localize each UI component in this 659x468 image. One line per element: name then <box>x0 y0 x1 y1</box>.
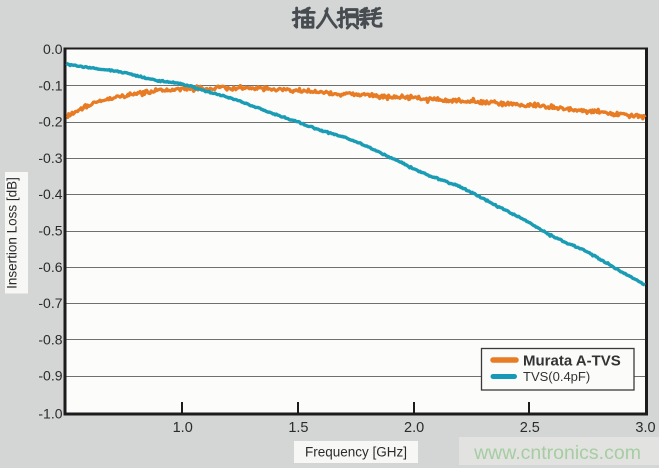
svg-text:TVS(0.4pF): TVS(0.4pF) <box>523 369 590 384</box>
svg-text:-1.0: -1.0 <box>38 406 62 422</box>
svg-text:2.0: 2.0 <box>404 420 424 436</box>
svg-text:-0.4: -0.4 <box>38 186 62 202</box>
svg-text:-0.9: -0.9 <box>38 368 62 384</box>
svg-text:1.5: 1.5 <box>288 420 308 436</box>
svg-text:-0.8: -0.8 <box>38 331 62 347</box>
svg-text:3.0: 3.0 <box>635 420 655 436</box>
svg-text:-0.1: -0.1 <box>38 77 62 93</box>
svg-text:-0.3: -0.3 <box>38 150 62 166</box>
svg-text:-0.7: -0.7 <box>38 295 62 311</box>
svg-text:Murata A-TVS: Murata A-TVS <box>523 353 621 370</box>
svg-text:Insertion Loss [dB]: Insertion Loss [dB] <box>5 177 20 289</box>
svg-text:-0.2: -0.2 <box>38 114 62 130</box>
svg-text:-0.6: -0.6 <box>38 259 62 275</box>
svg-text:0.0: 0.0 <box>43 41 63 57</box>
svg-text:www.cntronics.com: www.cntronics.com <box>473 442 641 464</box>
svg-text:2.5: 2.5 <box>520 420 540 436</box>
svg-text:1.0: 1.0 <box>173 420 193 436</box>
svg-text:Frequency [GHz]: Frequency [GHz] <box>305 445 407 460</box>
svg-text:-0.5: -0.5 <box>38 223 62 239</box>
